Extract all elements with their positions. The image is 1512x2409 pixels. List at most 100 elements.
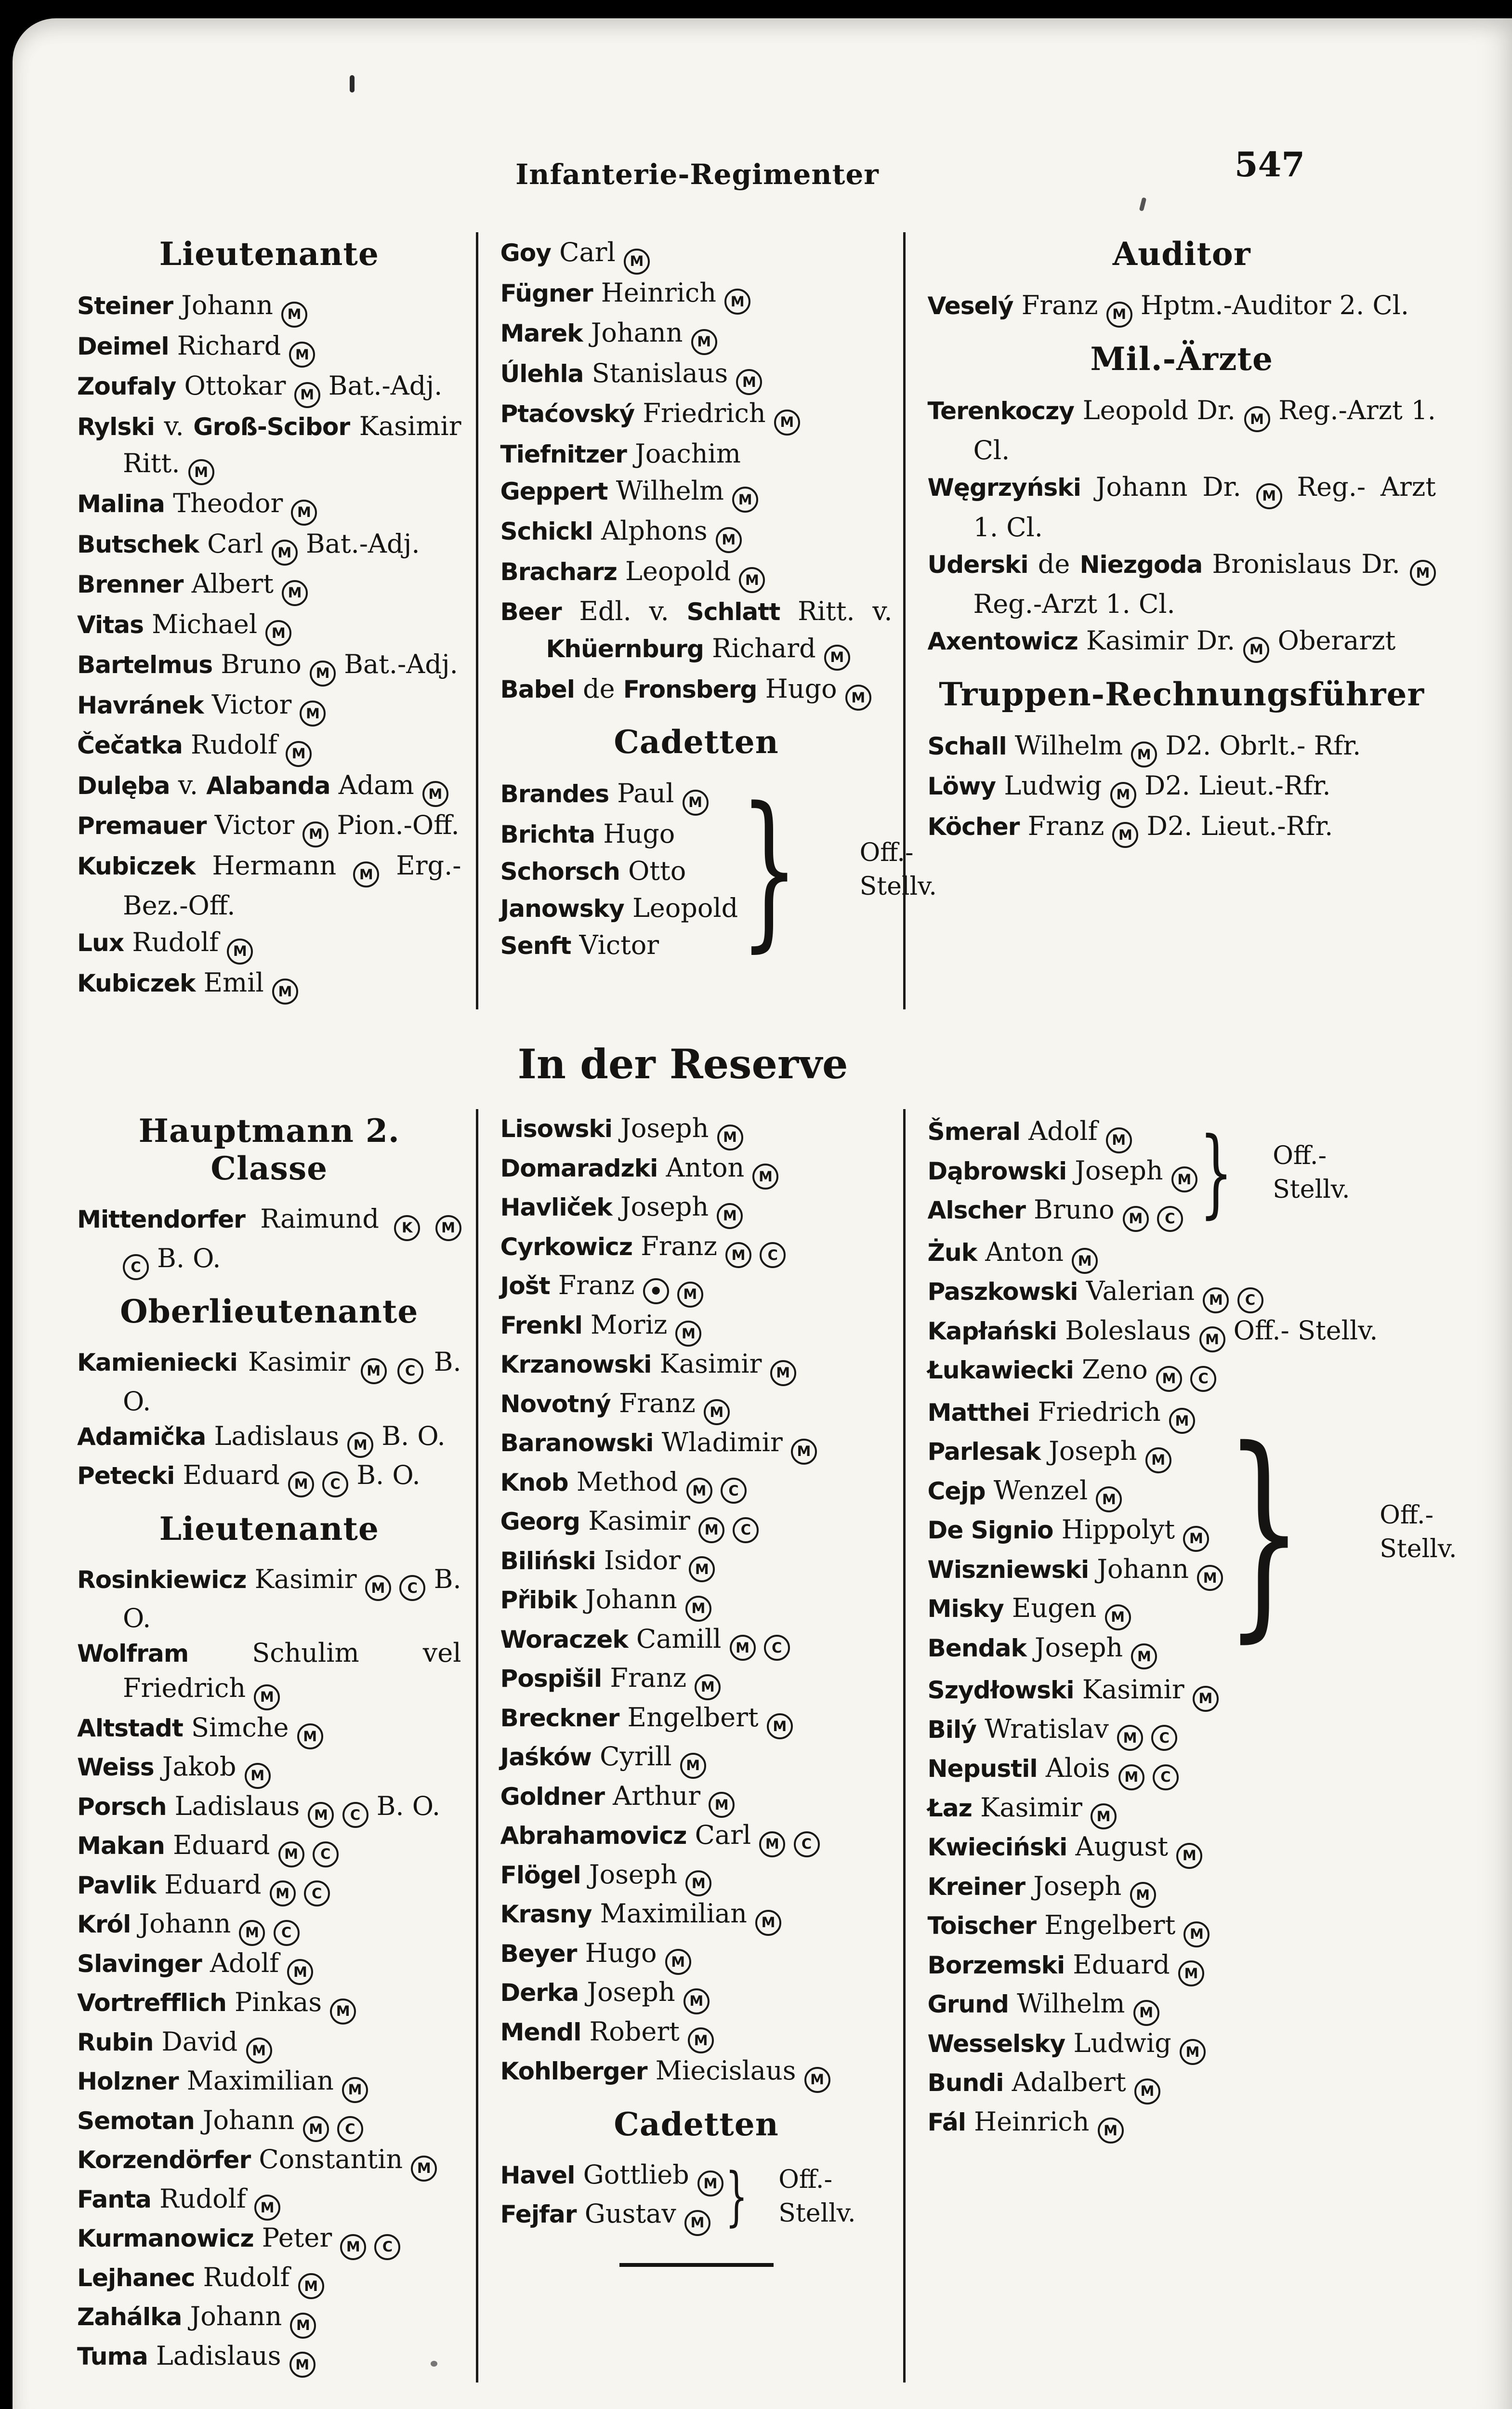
surname: Fügner bbox=[500, 278, 593, 307]
entry-text: Johann bbox=[585, 1584, 677, 1615]
decoration-C-badge-icon: C bbox=[1190, 1365, 1217, 1392]
entry-text: Victor bbox=[214, 810, 295, 840]
decoration-C-badge-icon: C bbox=[733, 1517, 759, 1543]
decoration-M-badge-icon: M bbox=[845, 685, 871, 711]
entry-text: Alois bbox=[1045, 1753, 1110, 1783]
entry-text: Wenzel bbox=[993, 1475, 1088, 1506]
decoration-M-badge-icon: M bbox=[717, 1124, 743, 1151]
entry-text: Johann bbox=[190, 2301, 282, 2331]
decoration-M-badge-icon: M bbox=[239, 1919, 265, 1946]
surname: Janowsky bbox=[500, 894, 625, 923]
entry-text: Wilhelm bbox=[616, 475, 724, 506]
surname: Slavinger bbox=[77, 1949, 202, 1978]
entry-text: D2. Lieut.-Rfr. bbox=[1144, 770, 1331, 801]
register-entry: Čečatka Rudolf M bbox=[77, 727, 461, 767]
brace-label: Off.- Stellv. bbox=[1273, 1139, 1350, 1206]
entry-text: Engelbert bbox=[627, 1702, 759, 1733]
entry-text: Bez.-Off. bbox=[123, 890, 236, 921]
decoration-M-badge-icon: M bbox=[1199, 1326, 1225, 1352]
register-entry: Kohlberger Miecislaus M bbox=[500, 2053, 893, 2093]
decoration-M-badge-icon: M bbox=[254, 2195, 281, 2221]
decoration-M-badge-icon: M bbox=[1118, 1764, 1144, 1790]
surname: Woraczek bbox=[500, 1625, 629, 1654]
surname: Šmeral bbox=[927, 1117, 1021, 1146]
surname: Lejhanec bbox=[77, 2263, 195, 2292]
surname: Misky bbox=[927, 1594, 1004, 1623]
entry-text: Cyrill bbox=[600, 1741, 672, 1772]
decoration-M-badge-icon: M bbox=[1096, 1486, 1122, 1512]
surname: Dąbrowski bbox=[927, 1156, 1067, 1185]
surname: Jaśków bbox=[500, 1743, 592, 1771]
entry-text: Pinkas bbox=[235, 1987, 322, 2017]
entry-text: Otto bbox=[628, 855, 686, 886]
brace-label-line: Off.- bbox=[1273, 1141, 1327, 1171]
decoration-M-badge-icon: M bbox=[1179, 2039, 1206, 2065]
decoration-M-badge-icon: M bbox=[1171, 1166, 1197, 1192]
entry-text: Camill bbox=[636, 1623, 722, 1654]
register-entry: Pavlik Eduard M C bbox=[77, 1867, 461, 1906]
decoration-M-badge-icon: M bbox=[685, 1870, 712, 1896]
register-entry: Senft Victor bbox=[500, 927, 738, 964]
surname: Weiss bbox=[77, 1753, 155, 1781]
entry-text: Eduard bbox=[183, 1460, 280, 1490]
register-entry: Baranowski Wladimir M bbox=[500, 1425, 893, 1465]
surname: Bundi bbox=[927, 2068, 1004, 2097]
decoration-M-badge-icon: M bbox=[188, 459, 214, 485]
surname: Breckner bbox=[500, 1703, 620, 1732]
decoration-M-badge-icon: M bbox=[755, 1909, 782, 1936]
surname: Szydłowski bbox=[927, 1676, 1075, 1704]
surname: Rylski bbox=[77, 412, 155, 441]
register-entry: Bendak Joseph M bbox=[927, 1630, 1223, 1669]
entry-text: Reg.- bbox=[1297, 472, 1366, 502]
decoration-M-badge-icon: M bbox=[246, 2038, 272, 2064]
register-entry: Matthei Friedrich M bbox=[928, 1395, 1223, 1434]
entry-text: Johann bbox=[202, 2105, 295, 2135]
register-entry: Goldner Arthur M bbox=[500, 1779, 893, 1818]
register-entry: Schickl Alphons M bbox=[500, 513, 893, 553]
entry-text: B. O. bbox=[376, 1790, 441, 1821]
decoration-M-badge-icon: M bbox=[269, 1880, 296, 1906]
surname: Bilý bbox=[927, 1715, 977, 1744]
entry-text: Joseph bbox=[620, 1113, 709, 1143]
entry-text: Joseph bbox=[589, 1859, 678, 1890]
entry-text: Rudolf bbox=[191, 729, 277, 760]
surname: Schall bbox=[927, 731, 1007, 760]
section-heading: Cadetten bbox=[614, 2105, 779, 2143]
decoration-C-badge-icon: C bbox=[273, 1919, 300, 1946]
entry-text: Joseph bbox=[1033, 1870, 1122, 1901]
register-entry: Brichta Hugo bbox=[500, 816, 738, 853]
reserve-officers-section: Hauptmann 2. Classe Mittendorfer Raimund … bbox=[70, 1109, 1457, 2383]
register-entry: Breckner Engelbert M bbox=[500, 1700, 893, 1739]
register-entry: Brenner Albert M bbox=[77, 566, 461, 606]
decoration-M-badge-icon: M bbox=[353, 861, 380, 887]
entry-text: Ottokar bbox=[184, 371, 286, 401]
surname: Bendak bbox=[927, 1633, 1027, 1662]
entry-text: Bruno bbox=[1034, 1194, 1115, 1225]
register-entry: Toischer Engelbert M bbox=[928, 1908, 1436, 1947]
surname: Rubin bbox=[77, 2027, 154, 2056]
surname: Kapłański bbox=[927, 1316, 1058, 1345]
entry-text: Franz bbox=[610, 1663, 687, 1693]
decoration-M-badge-icon: M bbox=[774, 409, 800, 436]
register-entry: Kubiczek Hermann M Erg.- Bez.-Off. bbox=[77, 847, 461, 925]
register-entry: Bundi Adalbert M bbox=[928, 2065, 1436, 2105]
surname: Wesselsky bbox=[927, 2029, 1066, 2058]
entry-text: B. O. bbox=[123, 1563, 461, 1634]
register-entry: Grund Wilhelm M bbox=[928, 1986, 1436, 2026]
decoration-M-badge-icon: M bbox=[287, 1959, 314, 1985]
register-entry: Rubin David M bbox=[77, 2025, 461, 2064]
register-entry: Axentowicz Kasimir Dr. M Oberarzt bbox=[928, 622, 1436, 663]
decoration-M-badge-icon: M bbox=[1134, 2078, 1160, 2105]
surname: Rosinkiewicz bbox=[77, 1565, 247, 1594]
entry-text: Joseph bbox=[1035, 1632, 1123, 1663]
entry-text: de bbox=[583, 673, 615, 704]
surname: Ptaćovský bbox=[500, 399, 635, 428]
decoration-C-badge-icon: C bbox=[1157, 1205, 1183, 1232]
entry-text: Rudolf bbox=[203, 2262, 290, 2292]
entry-text: Stanislaus bbox=[592, 357, 728, 388]
decoration-M-badge-icon: M bbox=[709, 1792, 735, 1818]
entry-text: Hugo bbox=[765, 673, 837, 704]
register-entry: Zahálka Johann M bbox=[77, 2299, 461, 2339]
surname: Żuk bbox=[927, 1238, 978, 1267]
register-entry: Veselý Franz M Hptm.-Auditor 2. Cl. bbox=[928, 287, 1436, 328]
